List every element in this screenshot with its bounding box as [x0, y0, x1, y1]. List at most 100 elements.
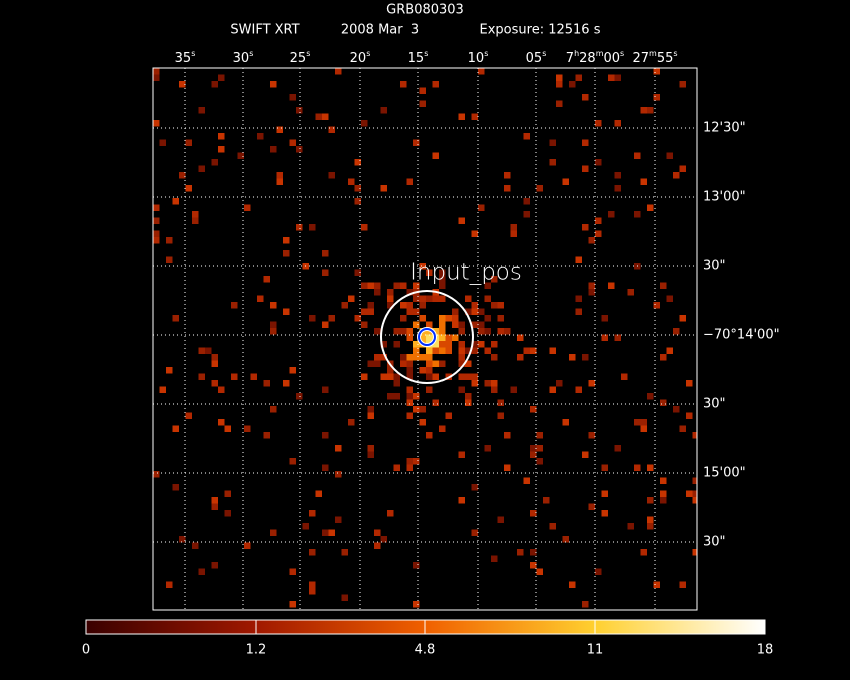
- count-pixel: [432, 399, 439, 406]
- count-pixel: [458, 451, 465, 458]
- count-pixel: [315, 490, 322, 497]
- count-pixel: [341, 594, 348, 601]
- count-pixel: [270, 328, 277, 335]
- count-pixel: [582, 165, 589, 172]
- ra-number: 27: [632, 51, 649, 66]
- count-pixel: [276, 126, 283, 133]
- ra-label: 20s: [350, 49, 371, 66]
- count-pixel: [426, 347, 433, 354]
- count-pixel: [458, 328, 465, 335]
- count-pixel: [692, 477, 697, 484]
- count-pixel: [569, 354, 576, 361]
- count-pixel: [211, 503, 218, 510]
- count-pixel: [575, 256, 582, 263]
- count-pixel: [530, 510, 537, 517]
- count-pixel: [530, 347, 537, 354]
- count-pixel: [465, 373, 472, 380]
- count-pixel: [595, 120, 602, 127]
- count-pixel: [309, 315, 316, 322]
- ra-unit: s: [249, 49, 253, 58]
- count-pixel: [484, 282, 491, 289]
- count-pixel: [679, 581, 686, 588]
- count-pixel: [296, 224, 303, 231]
- count-pixel: [536, 568, 543, 575]
- count-pixel: [250, 373, 257, 380]
- count-pixel: [647, 497, 654, 504]
- count-pixel: [432, 328, 439, 335]
- ra-label: 10s: [468, 49, 489, 66]
- count-pixel: [478, 68, 485, 75]
- count-pixel: [354, 198, 361, 205]
- count-pixel: [413, 393, 420, 400]
- count-pixel: [198, 373, 205, 380]
- count-pixel: [413, 341, 420, 348]
- count-pixel: [367, 308, 374, 315]
- count-pixel: [660, 399, 667, 406]
- count-pixel: [393, 282, 400, 289]
- count-pixel: [595, 159, 602, 166]
- count-pixel: [413, 282, 420, 289]
- count-pixel: [393, 373, 400, 380]
- count-pixel: [328, 529, 335, 536]
- count-pixel: [471, 529, 478, 536]
- count-pixel: [309, 581, 316, 588]
- count-pixel: [426, 386, 433, 393]
- count-pixel: [406, 464, 413, 471]
- count-pixel: [270, 81, 277, 88]
- count-pixel: [231, 302, 238, 309]
- count-pixel: [679, 165, 686, 172]
- ra-unit: s: [424, 49, 428, 58]
- count-pixel: [185, 185, 192, 192]
- count-pixel: [686, 490, 693, 497]
- count-pixel: [218, 133, 225, 140]
- count-pixel: [413, 406, 420, 413]
- count-pixel: [575, 386, 582, 393]
- count-pixel: [608, 74, 615, 81]
- count-pixel: [367, 302, 374, 309]
- count-pixel: [335, 445, 342, 452]
- count-pixel: [179, 536, 186, 543]
- count-pixel: [582, 601, 589, 608]
- count-pixel: [218, 146, 225, 153]
- count-pixel: [211, 360, 218, 367]
- count-pixel: [679, 81, 686, 88]
- count-pixel: [224, 510, 231, 517]
- count-pixel: [549, 139, 556, 146]
- instrument: SWIFT XRT: [230, 23, 299, 38]
- count-pixel: [439, 315, 446, 322]
- count-pixel: [413, 601, 420, 608]
- count-pixel: [647, 523, 654, 530]
- count-pixel: [374, 328, 381, 335]
- count-pixel: [523, 198, 530, 205]
- count-pixel: [393, 328, 400, 335]
- ra-label: 35s: [175, 49, 196, 66]
- count-pixel: [374, 289, 381, 296]
- count-pixel: [510, 224, 517, 231]
- count-pixel: [387, 367, 394, 374]
- count-pixel: [380, 107, 387, 114]
- count-pixel: [523, 347, 530, 354]
- count-pixel: [296, 393, 303, 400]
- count-pixel: [497, 399, 504, 406]
- count-pixel: [289, 601, 296, 608]
- ra-number: 55: [657, 51, 674, 66]
- count-pixel: [614, 172, 621, 179]
- ra-number: 15: [408, 51, 425, 66]
- count-pixel: [452, 315, 459, 322]
- count-pixel: [244, 204, 251, 211]
- count-pixel: [439, 341, 446, 348]
- count-pixel: [289, 139, 296, 146]
- count-pixel: [666, 347, 673, 354]
- ra-number: 25: [290, 51, 307, 66]
- count-pixel: [653, 68, 660, 75]
- count-pixel: [575, 308, 582, 315]
- count-pixel: [601, 334, 608, 341]
- count-pixel: [211, 562, 218, 569]
- count-pixel: [257, 295, 264, 302]
- count-pixel: [595, 217, 602, 224]
- count-pixel: [211, 159, 218, 166]
- count-pixel: [562, 536, 569, 543]
- count-pixel: [380, 354, 387, 361]
- count-pixel: [445, 315, 452, 322]
- count-pixel: [549, 386, 556, 393]
